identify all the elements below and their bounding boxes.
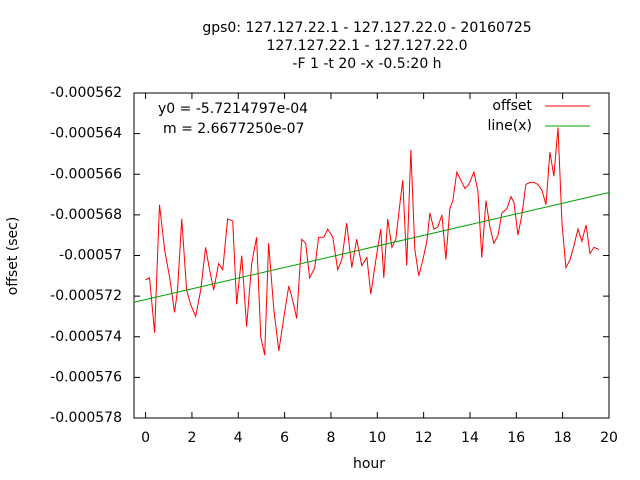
- y-tick-label: -0.000564: [50, 126, 122, 142]
- y-tick-label: -0.000576: [50, 369, 122, 385]
- chart-title: -F 1 -t 20 -x -0.5:20 h: [292, 56, 441, 72]
- y-tick-label: -0.000572: [50, 288, 122, 304]
- annotation: m = 2.6677250e-07: [163, 121, 304, 137]
- legend-label: line(x): [488, 118, 532, 134]
- chart-title: 127.127.22.1 - 127.127.22.0: [267, 38, 468, 54]
- x-tick-label: 20: [600, 430, 618, 446]
- x-tick-label: 16: [507, 430, 525, 446]
- y-tick-label: -0.000566: [50, 166, 122, 182]
- x-tick-label: 10: [368, 430, 386, 446]
- series-line: [133, 192, 610, 303]
- x-tick-label: 12: [415, 430, 433, 446]
- y-tick-label: -0.000562: [50, 85, 122, 101]
- annotation: y0 = -5.7214797e-04: [158, 101, 308, 117]
- y-tick-label: -0.000568: [50, 207, 122, 223]
- y-axis-label: offset (sec): [5, 217, 21, 296]
- series-line: [145, 127, 600, 356]
- x-tick-label: 2: [187, 430, 196, 446]
- x-tick-label: 8: [326, 430, 335, 446]
- y-tick-label: -0.000574: [50, 329, 122, 345]
- y-tick-label: -0.00057: [59, 248, 122, 264]
- legend-label: offset: [492, 98, 532, 114]
- x-tick-label: 14: [461, 430, 479, 446]
- chart-title: gps0: 127.127.22.1 - 127.127.22.0 - 2016…: [202, 20, 531, 36]
- x-tick-label: 18: [554, 430, 572, 446]
- x-axis-label: hour: [353, 456, 385, 472]
- plot-frame: [133, 92, 610, 419]
- x-tick-label: 4: [234, 430, 243, 446]
- x-tick-label: 0: [141, 430, 150, 446]
- x-tick-label: 6: [280, 430, 289, 446]
- y-tick-label: -0.000578: [50, 410, 122, 426]
